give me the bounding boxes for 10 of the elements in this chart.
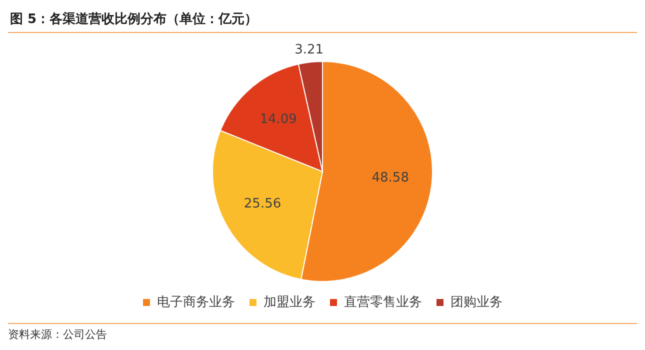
legend-label: 直营零售业务	[344, 294, 422, 310]
chart-title: 图 5：各渠道营收比例分布（单位：亿元）	[8, 8, 637, 33]
data-label: 25.56	[244, 196, 282, 212]
legend-label: 加盟业务	[264, 294, 316, 310]
data-label: 14.09	[260, 112, 297, 127]
legend-label: 团购业务	[450, 294, 502, 310]
text: 资料来源：公司公告	[8, 327, 108, 342]
data-label: 48.58	[372, 170, 409, 186]
legend-label: 电子商务业务	[157, 294, 235, 310]
data-label: 3.21	[294, 42, 324, 58]
